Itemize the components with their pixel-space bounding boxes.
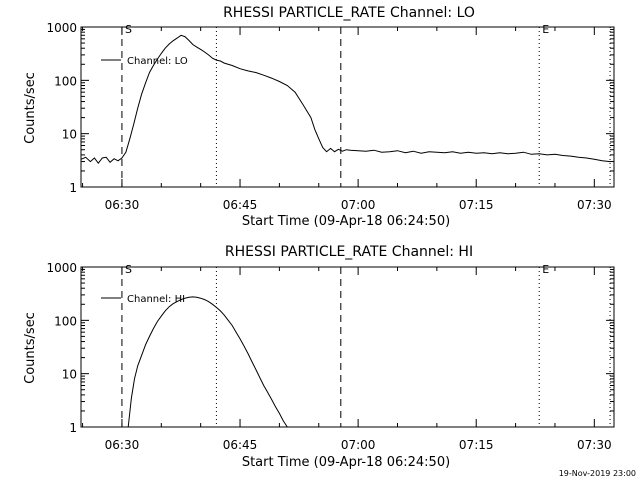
axis-ticks: 06:3006:4507:0007:1507:3007:4508:0011010…	[46, 21, 614, 212]
y-tick-label: 100	[54, 314, 77, 328]
legend: Channel: LO	[101, 56, 188, 67]
marker-label: S	[125, 263, 132, 276]
x-tick-label: 06:30	[105, 438, 140, 452]
y-axis-label: Counts/sec	[23, 72, 38, 144]
chart-title: RHESSI PARTICLE_RATE Channel: LO	[223, 5, 475, 21]
y-tick-label: 100	[54, 74, 77, 88]
x-axis-label: Start Time (09-Apr-18 06:24:50)	[242, 455, 450, 470]
x-tick-label: 07:00	[341, 198, 376, 212]
series-line-hi	[127, 296, 288, 428]
x-tick-label: 06:45	[223, 438, 258, 452]
x-tick-label: 06:45	[223, 198, 258, 212]
y-tick-label: 10	[62, 128, 77, 142]
chart-panel-lo: RHESSI PARTICLE_RATE Channel: LO Start T…	[23, 5, 615, 229]
y-tick-label: 1000	[46, 261, 77, 275]
y-tick-label: 1	[69, 181, 77, 195]
legend-label: Channel: HI	[127, 294, 185, 305]
plot-frame	[80, 266, 615, 428]
legend-label: Channel: LO	[127, 56, 188, 67]
marker-label: E	[542, 263, 549, 276]
y-tick-label: 10	[62, 368, 77, 382]
marker-label: S	[125, 23, 132, 36]
x-tick-label: 07:15	[459, 198, 494, 212]
chart-title: RHESSI PARTICLE_RATE Channel: HI	[225, 244, 473, 260]
x-tick-label: 07:30	[577, 198, 612, 212]
footer-timestamp: 19-Nov-2019 23:00	[559, 469, 636, 478]
x-tick-label: 06:30	[105, 198, 140, 212]
x-tick-label: 07:00	[341, 438, 376, 452]
marker-label: E	[542, 23, 549, 36]
y-tick-label: 1	[69, 421, 77, 435]
x-tick-label: 07:30	[577, 438, 612, 452]
y-tick-label: 1000	[46, 21, 77, 35]
x-axis-label: Start Time (09-Apr-18 06:24:50)	[242, 214, 450, 229]
legend: Channel: HI	[101, 294, 185, 305]
series-line-lo	[80, 34, 611, 165]
chart-panel-hi: RHESSI PARTICLE_RATE Channel: HI Start T…	[23, 244, 615, 470]
plot-frame	[80, 26, 615, 188]
x-tick-label: 07:15	[459, 438, 494, 452]
axis-ticks: 06:3006:4507:0007:1507:3007:4508:0011010…	[46, 261, 614, 452]
y-axis-label: Counts/sec	[23, 312, 38, 384]
